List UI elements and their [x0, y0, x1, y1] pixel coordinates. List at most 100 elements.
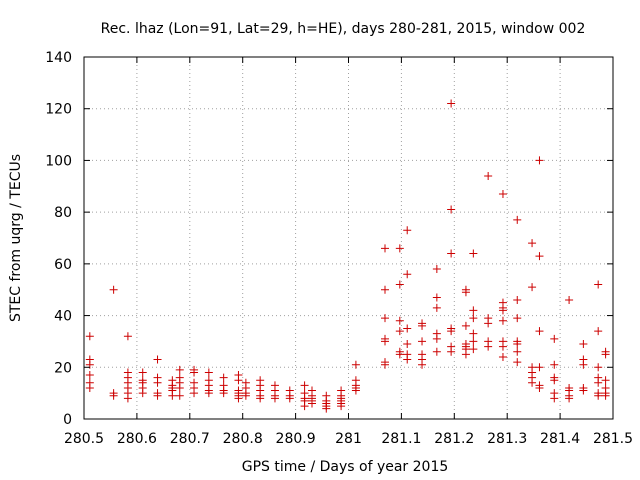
data-point: [461, 288, 470, 297]
data-point: [85, 332, 94, 341]
data-point: [337, 402, 346, 411]
data-point: [381, 244, 390, 253]
data-point: [579, 360, 588, 369]
x-tick-label: 280.5: [64, 431, 104, 447]
data-point: [403, 226, 412, 235]
data-point: [550, 376, 559, 385]
data-point: [447, 249, 456, 258]
data-point: [403, 324, 412, 333]
y-tick-label: 40: [54, 309, 72, 325]
data-point: [550, 394, 559, 403]
data-point: [219, 373, 228, 382]
data-point: [594, 363, 603, 372]
data-point: [579, 340, 588, 349]
data-point: [153, 355, 162, 364]
data-point: [601, 350, 610, 359]
data-point: [123, 394, 132, 403]
data-point: [109, 391, 118, 400]
y-tick-label: 140: [45, 50, 72, 66]
x-tick-label: 280.8: [223, 431, 263, 447]
data-point: [395, 280, 404, 289]
y-axis-label: STEC from uqrg / TECUs: [8, 154, 24, 322]
data-point: [513, 358, 522, 367]
data-point: [513, 314, 522, 323]
x-tick-label: 280.6: [117, 431, 157, 447]
data-point: [418, 337, 427, 346]
data-point: [565, 394, 574, 403]
data-point: [528, 239, 537, 248]
x-tick-label: 281.2: [434, 431, 474, 447]
x-tick-label: 281.3: [487, 431, 527, 447]
data-point: [498, 306, 507, 315]
data-point: [300, 381, 309, 390]
data-point: [85, 371, 94, 380]
y-tick-label: 80: [54, 205, 72, 221]
data-point: [175, 365, 184, 374]
data-point: [351, 386, 360, 395]
data-point: [322, 404, 331, 413]
data-point: [285, 394, 294, 403]
data-point: [469, 306, 478, 315]
data-point: [498, 352, 507, 361]
data-point: [432, 303, 441, 312]
data-point: [204, 368, 213, 377]
data-point: [594, 327, 603, 336]
data-point: [219, 389, 228, 398]
x-tick-label: 281.1: [381, 431, 421, 447]
data-point: [138, 368, 147, 377]
data-point: [447, 99, 456, 108]
data-point: [447, 205, 456, 214]
data-point: [469, 337, 478, 346]
x-tick-label: 281: [335, 431, 362, 447]
x-axis-label: GPS time / Days of year 2015: [242, 459, 449, 475]
data-point: [535, 327, 544, 336]
data-point: [469, 329, 478, 338]
data-point: [109, 285, 118, 294]
data-point: [190, 389, 199, 398]
data-point: [594, 378, 603, 387]
data-point: [594, 280, 603, 289]
y-tick-label: 0: [63, 412, 72, 428]
data-point: [432, 334, 441, 343]
data-point: [528, 378, 537, 387]
data-point: [461, 321, 470, 330]
y-tick-label: 100: [45, 153, 72, 169]
data-point: [528, 283, 537, 292]
data-point: [550, 360, 559, 369]
data-point: [498, 342, 507, 351]
data-point: [403, 340, 412, 349]
data-point: [168, 391, 177, 400]
data-point: [447, 327, 456, 336]
data-point: [484, 319, 493, 328]
data-point: [395, 244, 404, 253]
data-point: [594, 391, 603, 400]
x-tick-label: 281.4: [540, 431, 580, 447]
data-point: [432, 347, 441, 356]
data-point: [351, 360, 360, 369]
data-point: [447, 347, 456, 356]
data-point: [395, 350, 404, 359]
data-point: [601, 391, 610, 400]
x-tick-label: 280.7: [170, 431, 210, 447]
data-point: [498, 190, 507, 199]
data-point: [513, 296, 522, 305]
data-point: [234, 376, 243, 385]
data-point: [432, 293, 441, 302]
x-tick-labels: 280.5 280.6 280.7 280.8 280.9 281 281.1 281.2 28…: [64, 431, 633, 447]
data-point: [241, 391, 250, 400]
data-point: [535, 156, 544, 165]
axis-ticks: [83, 56, 614, 420]
data-point: [403, 270, 412, 279]
y-tick-labels: 0 20 40 60 80 100 120 140: [45, 50, 72, 428]
data-point: [381, 337, 390, 346]
data-point: [403, 355, 412, 364]
data-point: [300, 402, 309, 411]
data-points: [85, 99, 610, 413]
data-point: [123, 332, 132, 341]
data-point: [535, 383, 544, 392]
data-point: [175, 391, 184, 400]
data-point: [418, 321, 427, 330]
data-point: [550, 334, 559, 343]
data-point: [153, 378, 162, 387]
